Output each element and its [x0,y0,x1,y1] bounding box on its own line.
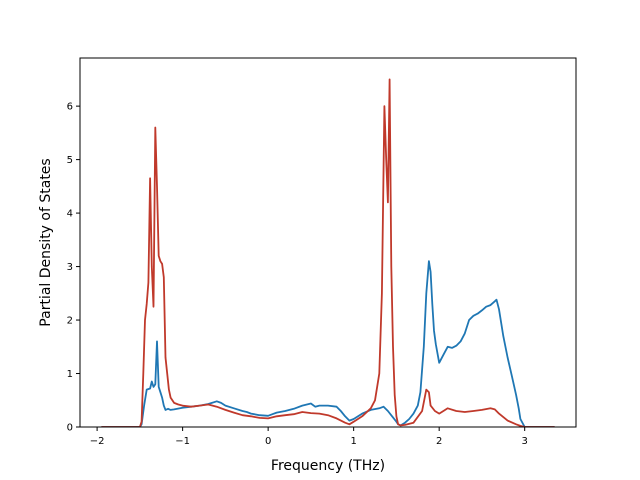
y-axis-label: Partial Density of States [38,158,54,326]
x-axis: −2 −1 0 1 2 3 [90,427,528,447]
y-tick-label: 6 [67,102,73,113]
x-tick-label: 1 [350,436,356,447]
x-tick-label: 3 [522,436,528,447]
y-tick-label: 1 [67,369,73,380]
y-tick-label: 0 [67,423,73,434]
x-axis-label: Frequency (THz) [271,458,385,474]
y-tick-label: 4 [67,209,73,220]
y-axis: 0 1 2 3 4 5 6 [67,102,80,434]
plot-frame [79,57,577,428]
series-line-1 [101,260,555,427]
series-layer [101,78,555,427]
y-tick-label: 3 [67,262,73,273]
x-tick-label: 2 [436,436,442,447]
y-tick-label: 2 [67,316,73,327]
x-tick-label: −1 [175,436,190,447]
x-tick-label: 0 [265,436,271,447]
y-tick-label: 5 [67,155,73,166]
series-line-2 [101,78,555,427]
x-tick-label: −2 [90,436,105,447]
